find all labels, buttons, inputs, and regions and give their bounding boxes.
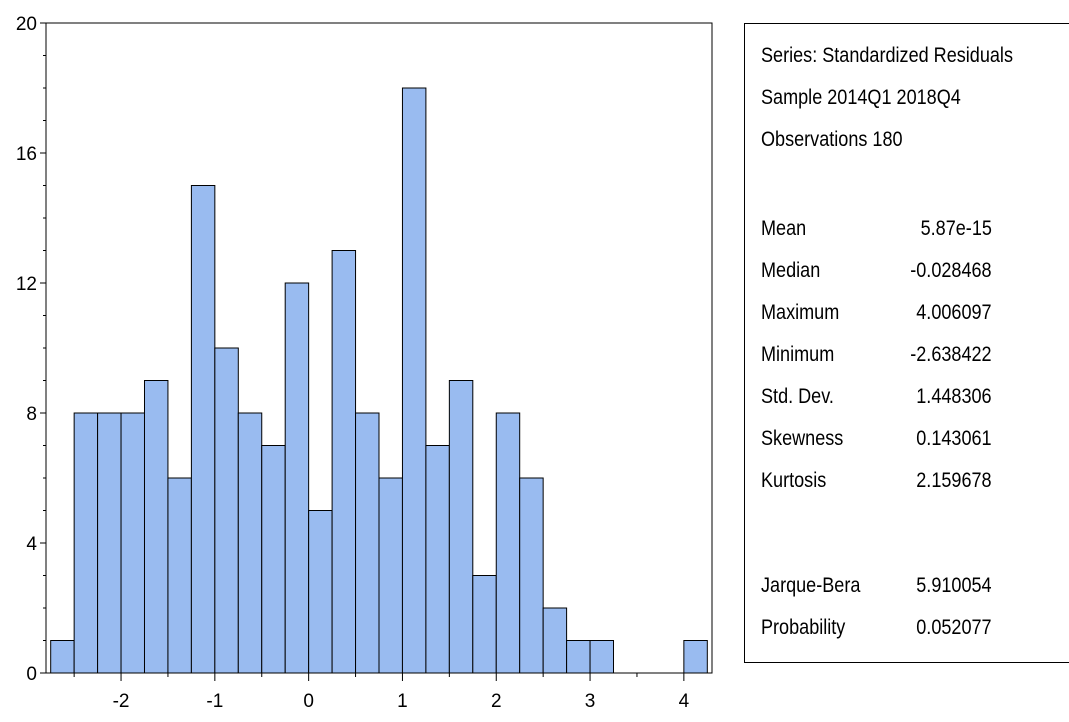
stat-label: Probability [761,616,846,639]
y-tick-label: 12 [16,274,37,295]
histogram-bar [472,575,497,674]
histogram-bar [214,347,239,674]
histogram-bar [237,412,263,674]
stat-label: Mean [761,217,807,240]
histogram-bar [50,640,75,674]
stat-value: 1.448306 [916,385,992,408]
histogram-bar [495,412,521,674]
sample-range: Sample 2014Q1 2018Q4 [761,86,961,109]
stat-value: 2.159678 [916,469,992,492]
x-tick-label: 4 [679,691,690,712]
y-axis: 0 4 8 12 16 20 [16,14,46,685]
x-tick-label: -1 [206,691,223,712]
x-axis: -2 -1 0 1 2 3 4 [73,673,690,712]
histogram-bar [448,380,474,674]
histogram-bar [120,412,145,674]
histogram-bar [143,380,169,674]
histogram-bar [355,412,380,674]
histogram-bar [542,607,568,674]
stat-label: Jarque-Bera [761,574,861,597]
x-tick-label: 0 [303,691,314,712]
histogram-bar [97,412,122,674]
stat-value: 4.006097 [916,301,992,324]
x-tick-label: 3 [585,691,596,712]
stat-value: 0.143061 [916,427,992,450]
histogram-bar [589,640,615,674]
histogram-bar [519,477,544,674]
stat-value: -2.638422 [910,343,992,366]
histogram-bar [167,477,192,674]
y-tick-label: 20 [16,14,37,35]
stat-label: Maximum [761,301,840,324]
histogram-bar [284,282,310,674]
stat-value: 5.87e-15 [920,217,992,240]
histogram-bar [261,445,286,674]
histogram-bar [308,510,333,674]
x-tick-label: 1 [397,691,408,712]
series-name: Series: Standardized Residuals [761,44,1013,67]
stat-label: Std. Dev. [761,385,834,408]
x-tick-label: -2 [113,691,130,712]
stat-value: -0.028468 [910,259,992,282]
histogram-bar [378,477,403,674]
y-tick-label: 0 [26,664,37,685]
histogram-bar [683,640,708,674]
stat-label: Skewness [761,427,844,450]
histogram-bar [190,185,216,674]
stat-label: Minimum [761,343,835,366]
stat-value: 0.052077 [916,616,992,639]
stat-label: Median [761,259,821,282]
y-tick-label: 4 [26,534,37,555]
stat-label: Kurtosis [761,469,827,492]
histogram-bar [401,87,427,674]
summary-statistics-panel: Series: Standardized Residuals Sample 20… [744,23,1069,663]
y-tick-label: 8 [26,404,37,425]
stat-value: 5.910054 [916,574,992,597]
histogram-bar [73,412,99,674]
x-tick-label: 2 [491,691,502,712]
histogram-bar [425,445,450,674]
histogram-bars [50,87,708,674]
observation-count: Observations 180 [761,128,903,151]
y-tick-label: 16 [16,144,37,165]
histogram-bar [566,640,591,674]
histogram-bar [331,250,357,674]
